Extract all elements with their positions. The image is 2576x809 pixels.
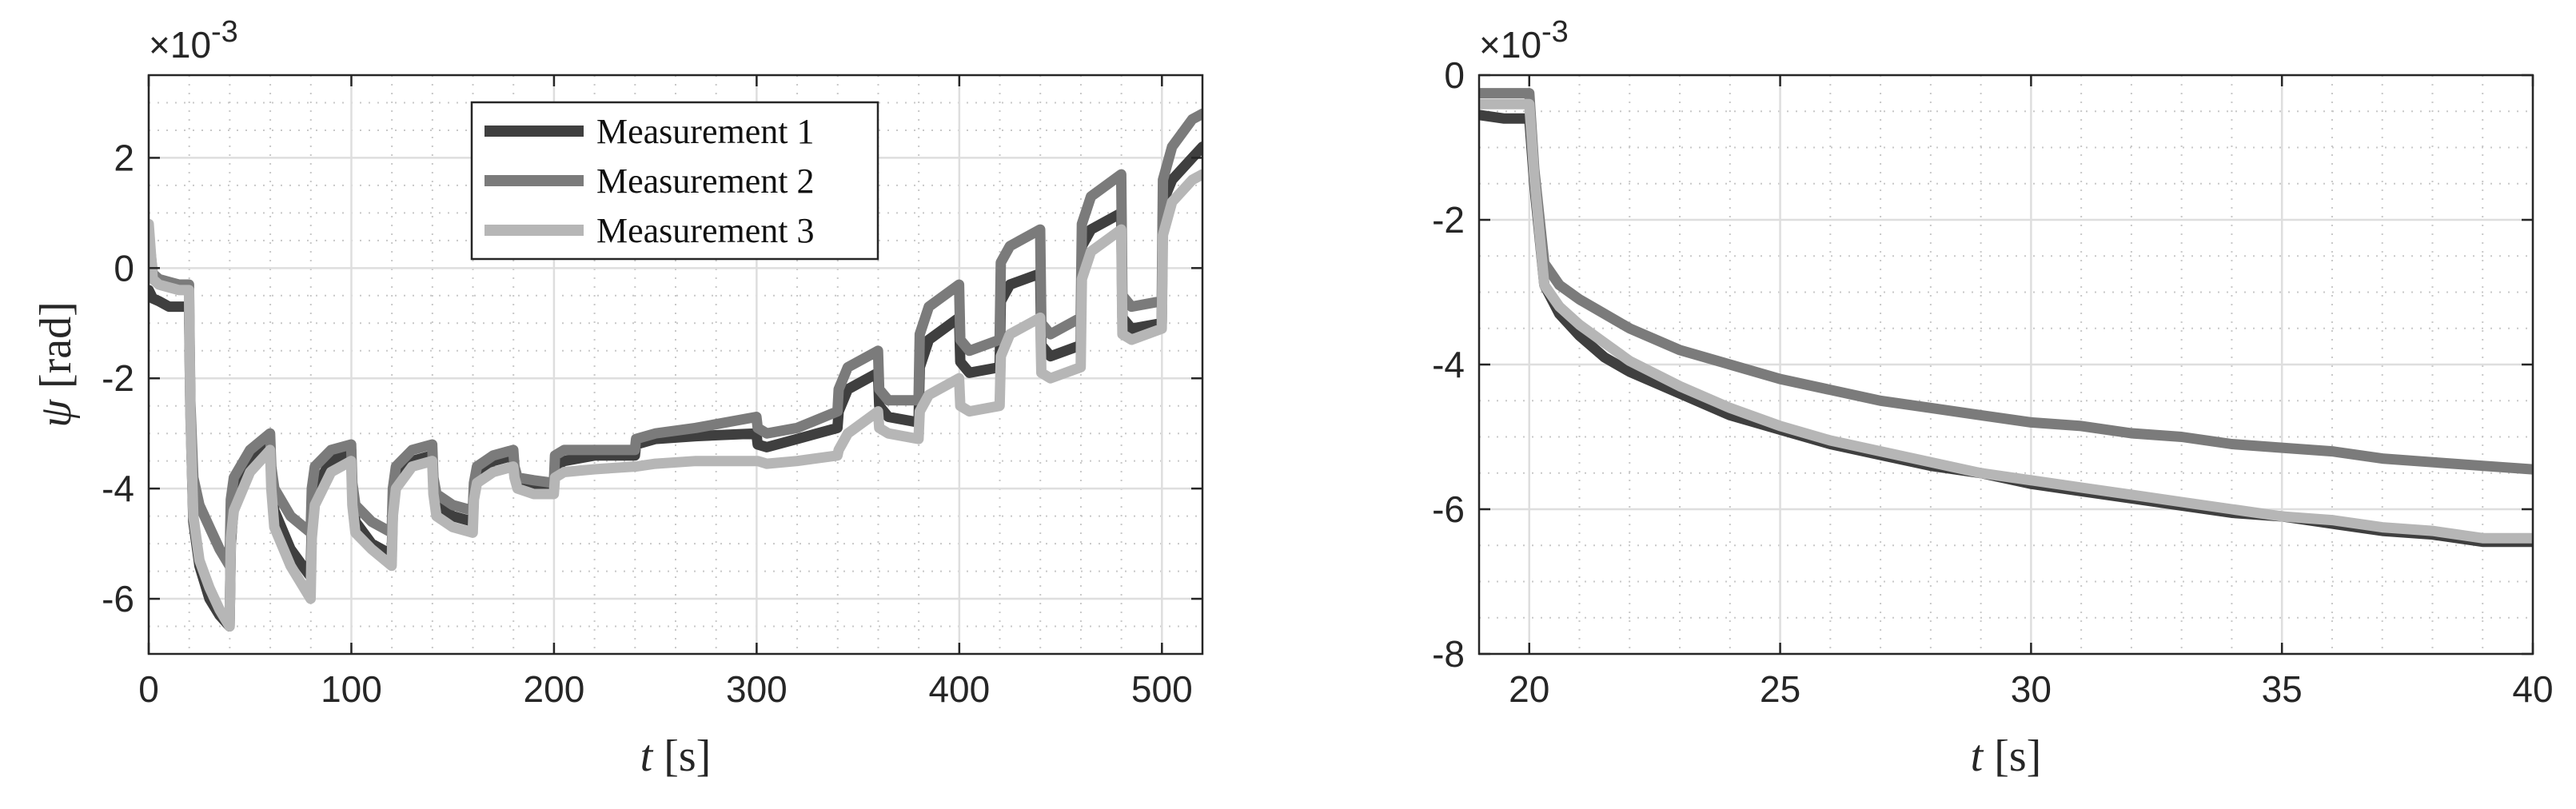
x-axis-label: t [s] [640,731,712,781]
series-line-2 [1479,88,2533,475]
legend-label-2: Measurement 2 [596,161,814,201]
series-group [1479,88,2533,548]
x-tick-label: 35 [2262,668,2303,710]
y-tick-label: -2 [1432,199,1465,241]
legend-label-1: Measurement 1 [596,112,814,151]
series-line-2 [149,108,1202,572]
y-tick-label: 2 [114,137,134,178]
x-tick-label: 200 [524,668,585,710]
y-tick-label: -4 [1432,344,1465,385]
series-group [149,108,1202,632]
x-tick-label: 20 [1509,668,1549,710]
series-line-3 [1479,98,2533,544]
chart-right: 20 25 30 35 40 -8 -6 -4 -2 0 ×10-3 t [s] [1432,15,2553,781]
y-exponent-label: ×10-3 [149,15,238,66]
x-tick-label: 0 [138,668,159,710]
chart-left: 0 100 200 300 400 500 -6 -4 -2 0 2 ×10-3 t [s] ψ[rad] M… [31,15,1204,781]
x-tick-label: 25 [1760,668,1800,710]
y-exponent-label: ×10-3 [1479,15,1569,66]
y-tick-label: -2 [102,357,134,399]
y-axis-label: ψ[rad] [31,301,81,428]
x-tick-label: 400 [928,668,990,710]
legend: Measurement 1 Measurement 2 Measurement 3 [470,101,879,261]
y-tick-label: -6 [102,578,134,620]
axes-box [147,74,1204,656]
y-tick-label: -8 [1432,633,1465,675]
series-line-3 [149,169,1202,632]
y-tick-label: 0 [1444,54,1465,96]
y-tick-label: 0 [114,247,134,289]
x-tick-label: 300 [726,668,788,710]
y-tick-label: -6 [1432,488,1465,530]
x-tick-label: 500 [1131,668,1193,710]
legend-label-3: Measurement 3 [596,211,814,250]
y-tick-label: -4 [102,468,134,509]
x-tick-label: 100 [321,668,382,710]
x-axis-label: t [s] [1971,731,2042,781]
x-tick-label: 40 [2512,668,2553,710]
x-tick-label: 30 [2011,668,2052,710]
